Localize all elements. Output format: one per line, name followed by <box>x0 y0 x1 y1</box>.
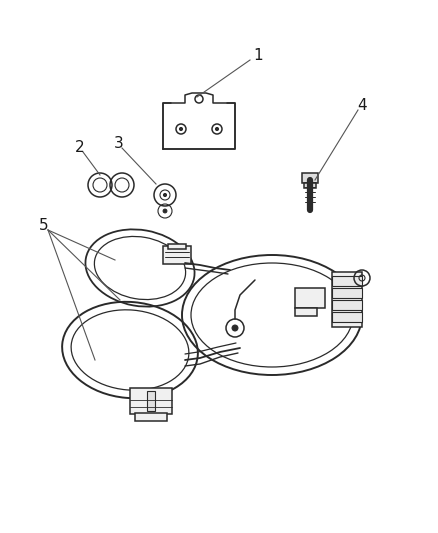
FancyBboxPatch shape <box>130 388 172 414</box>
FancyBboxPatch shape <box>302 173 318 183</box>
FancyBboxPatch shape <box>332 312 362 322</box>
Circle shape <box>180 127 183 131</box>
FancyBboxPatch shape <box>332 272 362 327</box>
Text: 1: 1 <box>253 47 263 62</box>
FancyBboxPatch shape <box>147 391 155 411</box>
Text: 4: 4 <box>357 98 367 112</box>
FancyBboxPatch shape <box>163 246 191 264</box>
Circle shape <box>215 127 219 131</box>
Text: 2: 2 <box>75 140 85 155</box>
FancyBboxPatch shape <box>332 300 362 310</box>
Text: 3: 3 <box>114 135 124 150</box>
Circle shape <box>232 325 238 331</box>
FancyBboxPatch shape <box>295 288 325 308</box>
FancyBboxPatch shape <box>304 183 316 188</box>
Circle shape <box>163 209 167 213</box>
Text: 5: 5 <box>39 217 49 232</box>
FancyBboxPatch shape <box>135 413 167 421</box>
FancyBboxPatch shape <box>332 276 362 286</box>
FancyBboxPatch shape <box>332 288 362 298</box>
FancyBboxPatch shape <box>295 308 317 316</box>
Circle shape <box>163 193 166 197</box>
FancyBboxPatch shape <box>168 244 186 249</box>
